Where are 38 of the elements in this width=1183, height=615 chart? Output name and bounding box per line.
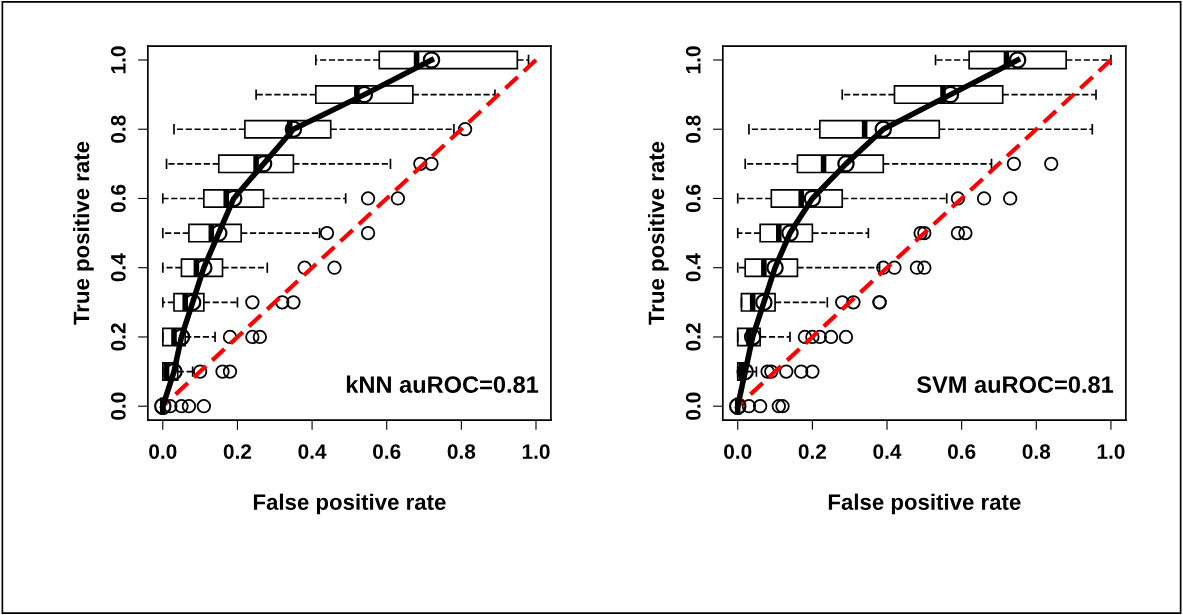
x-tick-label: 1.0 xyxy=(522,444,550,459)
y-tick-label: 0.0 xyxy=(685,392,701,420)
point xyxy=(728,397,747,415)
x-tick-label: 0.6 xyxy=(373,444,401,459)
y-tick-label: 0.6 xyxy=(685,184,701,213)
x-tick-label: 0.2 xyxy=(798,444,827,459)
x-axis-title: False positive rate xyxy=(253,493,446,515)
x-tick-label: 1.0 xyxy=(1097,444,1125,459)
y-axis-title: True positive rate xyxy=(647,141,669,325)
x-tick-label: 0.0 xyxy=(724,444,752,459)
x-tick-label: 0.4 xyxy=(873,444,902,459)
point xyxy=(284,120,303,138)
y-tick-label: 1.0 xyxy=(110,46,126,74)
y-tick-label: 0.8 xyxy=(685,115,701,143)
y-tick-label: 1.0 xyxy=(685,46,701,74)
point xyxy=(1008,51,1027,69)
y-tick-label: 0.2 xyxy=(685,323,701,351)
y-tick-label: 0.4 xyxy=(110,253,126,282)
y-tick-label: 0.6 xyxy=(110,184,126,213)
y-tick-label: 0.4 xyxy=(685,253,701,282)
point xyxy=(422,51,441,69)
point xyxy=(803,189,822,208)
x-axis-title: False positive rate xyxy=(828,493,1021,515)
x-tick-label: 0.8 xyxy=(447,444,476,459)
point xyxy=(874,120,893,138)
y-axis-title: True positive rate xyxy=(73,141,94,325)
x-tick-label: 0.6 xyxy=(948,444,976,459)
annotation: kNN auROC=0.81 xyxy=(346,375,539,393)
annotation: SVM auROC=0.81 xyxy=(916,376,1114,393)
y-tick-label: 0.8 xyxy=(110,115,126,143)
y-tick-label: 0.0 xyxy=(110,392,126,420)
x-tick-label: 0.8 xyxy=(1022,444,1051,459)
x-tick-label: 0.2 xyxy=(223,444,252,459)
y-tick-label: 0.2 xyxy=(110,323,126,351)
x-tick-label: 0.4 xyxy=(298,444,327,459)
point xyxy=(154,397,172,415)
x-tick-label: 0.0 xyxy=(149,444,177,459)
point xyxy=(837,155,855,173)
